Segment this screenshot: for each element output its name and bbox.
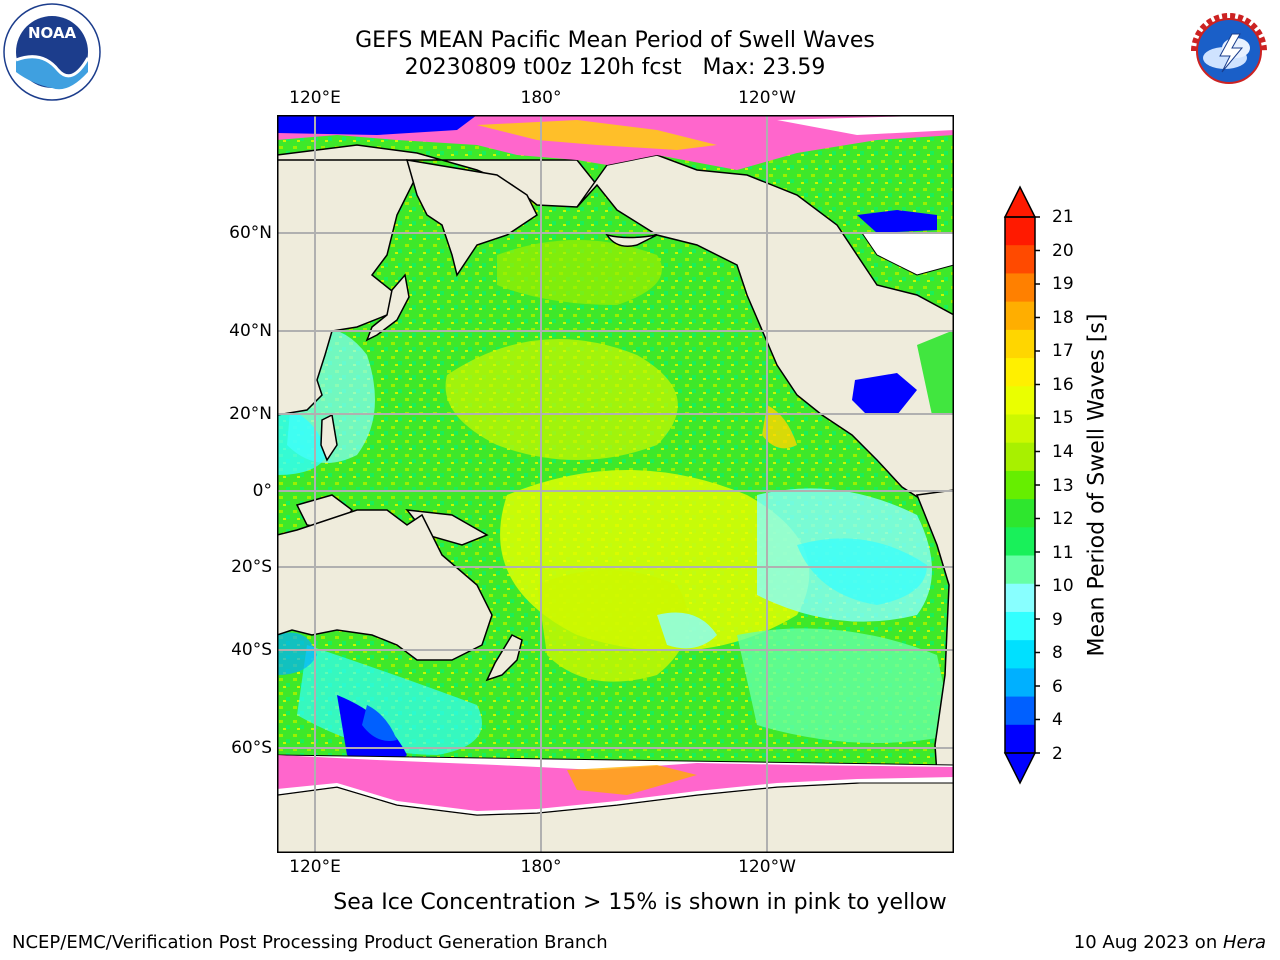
colorbar-band [1005,499,1035,528]
colorbar-band [1005,442,1035,472]
cb-label-16: 16 [1052,375,1074,395]
colorbar-band [1005,583,1035,613]
colorbar-title: Mean Period of Swell Waves [s] [1084,313,1110,657]
colorbar-band [1005,611,1035,641]
new-zealand-land [485,634,523,682]
colorbar-band [1005,301,1035,331]
colorbar-band [1005,245,1035,274]
noaa-logo: NOAA [3,3,101,101]
lon-tick-top-180: 180° [520,88,562,108]
colorbar-band [1005,273,1035,303]
kamchatka-land [405,159,538,277]
lon-tick-bottom-180: 180° [520,857,562,877]
chart-subtitle: 20230809 t00z 120h fcst Max: 23.59 [404,55,826,80]
philippines-land [320,413,338,462]
lon-tick-top-120w: 120°W [738,88,796,108]
colorbar-over-arrow [1003,185,1037,218]
colorbar-band [1005,527,1035,557]
cb-label-14: 14 [1052,442,1074,462]
south-america-land [915,489,954,816]
lat-tick-20s: 20°S [231,557,272,577]
australia-land [277,509,493,661]
colorbar-band [1005,668,1035,698]
cb-label-20: 20 [1052,241,1074,261]
gulf-of-mexico [852,373,917,415]
cb-label-4: 4 [1052,710,1063,730]
colorbar-band [1005,386,1035,415]
swell-field [277,240,954,765]
lat-tick-40n: 40°N [229,321,272,341]
lon-tick-bottom-120e: 120°E [289,857,341,877]
colorbar [1003,185,1040,785]
graticule [277,115,954,853]
colorbar-under-arrow [1003,752,1037,785]
colorbar-band [1005,414,1035,444]
land-masses [277,144,954,853]
japan-land [365,273,410,342]
lon-tick-top-120e: 120°E [289,88,341,108]
colorbar-band [1005,358,1035,387]
footer-credit: NCEP/EMC/Verification Post Processing Pr… [12,932,608,953]
footer-host: Hera [1222,932,1266,953]
colorbar-band [1005,329,1035,359]
cb-label-11: 11 [1052,543,1074,563]
caribbean-sea [917,330,954,415]
noaa-logo-text: NOAA [28,24,77,42]
colorbar-band [1005,555,1035,585]
cb-label-17: 17 [1052,341,1074,361]
lon-tick-bottom-120w: 120°W [738,857,796,877]
cb-label-8: 8 [1052,643,1063,663]
colorbar-band [1005,640,1035,669]
cb-label-9: 9 [1052,610,1063,630]
lat-tick-60s: 60°S [231,738,272,758]
map-panel [277,115,954,853]
cb-label-13: 13 [1052,476,1074,496]
cb-label-15: 15 [1052,408,1074,428]
colorbar-band [1005,470,1035,500]
colorbar-band [1005,724,1035,754]
sea-ice [277,115,954,811]
lat-tick-0: 0° [252,481,272,501]
lat-tick-60n: 60°N [229,223,272,243]
cb-label-21: 21 [1052,207,1074,227]
alaska-peninsula [605,233,658,247]
cb-label-19: 19 [1052,274,1074,294]
cb-label-6: 6 [1052,677,1063,697]
lat-tick-40s: 40°S [231,640,272,660]
north-america-land [576,154,954,504]
footer-date-text: 10 Aug 2023 on [1073,932,1223,953]
sea-ice-note: Sea Ice Concentration > 15% is shown in … [333,890,947,915]
cb-label-10: 10 [1052,576,1074,596]
cb-label-12: 12 [1052,509,1074,529]
footer-date: 10 Aug 2023 on Hera [1074,932,1266,953]
cb-label-2: 2 [1052,744,1063,764]
colorbar-band [1005,696,1035,726]
nws-logo [1182,4,1276,98]
chart-title: GEFS MEAN Pacific Mean Period of Swell W… [355,28,875,53]
colorbar-band [1005,217,1035,246]
lat-tick-20n: 20°N [229,404,272,424]
cb-label-18: 18 [1052,308,1074,328]
